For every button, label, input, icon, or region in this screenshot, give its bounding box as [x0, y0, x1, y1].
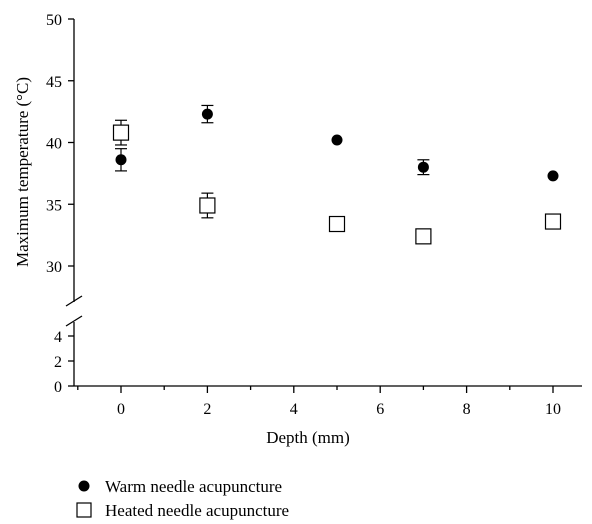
point-warm-7: [417, 161, 429, 173]
point-heated-2: [199, 197, 216, 214]
point-warm-0: [115, 154, 127, 166]
x-axis-title: Depth (mm): [266, 428, 350, 447]
point-heated-10: [544, 213, 562, 230]
points-group: [112, 108, 562, 245]
x-tick-label-8: 8: [463, 401, 471, 418]
y-tick-label-40: 40: [46, 136, 62, 153]
x-tick-label-6: 6: [376, 401, 384, 418]
y-tick-label-low-4: 4: [54, 329, 62, 346]
point-warm-10: [547, 170, 559, 182]
legend-label-warm-needle: Warm needle acupuncture: [105, 477, 282, 496]
y-axis-title: Maximum temperature (°C): [13, 77, 32, 267]
y-axis-break-mark-bottom: [65, 315, 83, 327]
legend-label-heated-needle: Heated needle acupuncture: [105, 501, 289, 520]
legend-marker-heated-needle: [76, 502, 92, 518]
y-tick-label-low-0: 0: [54, 379, 62, 396]
x-tick-label-0: 0: [117, 401, 125, 418]
y-axis-break-mark-top: [65, 295, 83, 307]
legend: Warm needle acupuncture Heated needle ac…: [76, 477, 289, 520]
error-bars-group: [115, 104, 430, 219]
y-tick-label-45: 45: [46, 74, 62, 91]
x-tick-label-4: 4: [290, 401, 298, 418]
y-tick-label-50: 50: [46, 12, 62, 29]
x-tick-label-2: 2: [203, 401, 211, 418]
point-warm-5: [331, 134, 343, 146]
legend-marker-warm-needle: [78, 480, 90, 492]
point-warm-2: [201, 108, 213, 120]
point-heated-0: [112, 124, 130, 141]
point-heated-7: [415, 228, 432, 245]
axes-group: [65, 19, 582, 387]
y-tick-label-30: 30: [46, 259, 62, 276]
point-heated-5: [328, 215, 346, 233]
x-tick-label-10: 10: [545, 401, 561, 418]
y-tick-label-low-2: 2: [54, 354, 62, 371]
y-tick-label-35: 35: [46, 197, 62, 214]
